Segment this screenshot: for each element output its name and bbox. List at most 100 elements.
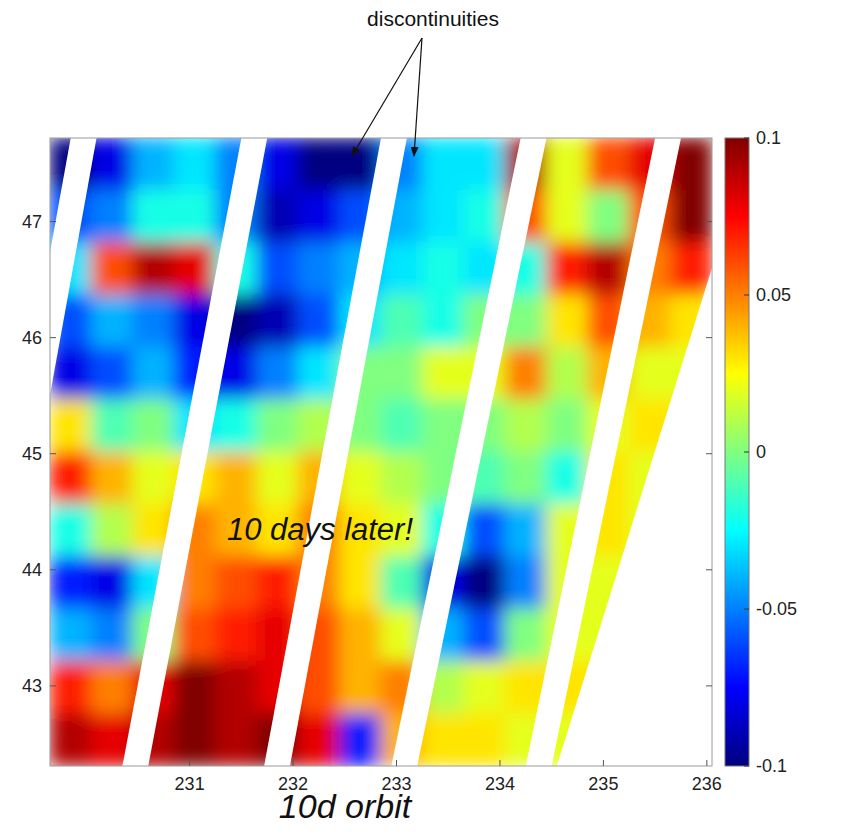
cell bbox=[339, 609, 381, 662]
cell bbox=[215, 609, 257, 662]
annotation-arrow bbox=[352, 38, 422, 156]
y-tick bbox=[706, 685, 712, 686]
cell bbox=[505, 556, 547, 609]
cell bbox=[505, 347, 547, 400]
y-tick bbox=[50, 453, 56, 454]
cells bbox=[50, 138, 712, 766]
cell bbox=[298, 242, 340, 295]
x-tick-label: 236 bbox=[692, 774, 722, 794]
annotation-arrow bbox=[414, 38, 422, 156]
cell bbox=[50, 713, 92, 766]
cell bbox=[91, 138, 133, 191]
cell bbox=[174, 138, 216, 191]
cell bbox=[670, 451, 712, 504]
cell bbox=[381, 347, 423, 400]
cell bbox=[629, 556, 671, 609]
cell bbox=[463, 661, 505, 714]
y-tick bbox=[50, 569, 56, 570]
cell bbox=[670, 294, 712, 347]
y-tick bbox=[706, 221, 712, 222]
cell bbox=[298, 713, 340, 766]
cell bbox=[422, 347, 464, 400]
swath-gap bbox=[264, 138, 407, 766]
x-tick bbox=[603, 760, 604, 766]
cell bbox=[174, 242, 216, 295]
cell bbox=[505, 399, 547, 452]
cell bbox=[587, 661, 629, 714]
cell bbox=[587, 190, 629, 243]
cell bbox=[339, 713, 381, 766]
cell bbox=[381, 451, 423, 504]
cell bbox=[381, 556, 423, 609]
cell bbox=[463, 713, 505, 766]
cell bbox=[546, 347, 588, 400]
cell bbox=[132, 399, 174, 452]
cell bbox=[670, 190, 712, 243]
cell bbox=[215, 399, 257, 452]
colorbar-tick bbox=[744, 138, 749, 139]
cell bbox=[50, 661, 92, 714]
cell bbox=[670, 242, 712, 295]
cell bbox=[670, 347, 712, 400]
x-tick-label: 231 bbox=[175, 774, 205, 794]
cell bbox=[50, 451, 92, 504]
cell bbox=[505, 451, 547, 504]
cell bbox=[174, 190, 216, 243]
cell bbox=[91, 661, 133, 714]
cell bbox=[587, 713, 629, 766]
cell bbox=[91, 347, 133, 400]
y-tick bbox=[706, 453, 712, 454]
annotation: 10 days later! bbox=[227, 512, 413, 547]
cell bbox=[91, 190, 133, 243]
cell bbox=[670, 661, 712, 714]
colorbar-tick-label: -0.1 bbox=[756, 756, 787, 776]
cell bbox=[298, 138, 340, 191]
cell bbox=[215, 451, 257, 504]
y-tick bbox=[50, 685, 56, 686]
cell bbox=[215, 661, 257, 714]
cell bbox=[256, 399, 298, 452]
colorbar-tick bbox=[744, 609, 749, 610]
cell bbox=[422, 190, 464, 243]
x-tick-label: 234 bbox=[485, 774, 515, 794]
cell bbox=[91, 399, 133, 452]
y-tick-label: 46 bbox=[22, 328, 42, 348]
colorbar-tick bbox=[744, 766, 749, 767]
plot-area bbox=[0, 137, 713, 766]
cell bbox=[629, 713, 671, 766]
cell bbox=[670, 609, 712, 662]
y-tick bbox=[706, 337, 712, 338]
cell bbox=[505, 504, 547, 557]
cell bbox=[132, 294, 174, 347]
cell bbox=[256, 294, 298, 347]
cell bbox=[215, 713, 257, 766]
cell bbox=[50, 556, 92, 609]
cell bbox=[629, 661, 671, 714]
colorbar-tick-label: 0.05 bbox=[756, 285, 791, 305]
swath-gap bbox=[391, 138, 546, 766]
swath-gap bbox=[526, 138, 681, 766]
cell bbox=[132, 190, 174, 243]
y-tick-label: 43 bbox=[22, 676, 42, 696]
cell bbox=[546, 399, 588, 452]
cell bbox=[463, 138, 505, 191]
cell bbox=[174, 661, 216, 714]
cell bbox=[422, 242, 464, 295]
cell bbox=[381, 399, 423, 452]
cell bbox=[422, 138, 464, 191]
swath-gap bbox=[122, 138, 267, 766]
cell bbox=[50, 609, 92, 662]
cell bbox=[546, 138, 588, 191]
cell bbox=[256, 556, 298, 609]
x-tick bbox=[396, 760, 397, 766]
cell bbox=[132, 138, 174, 191]
cell bbox=[339, 556, 381, 609]
cell bbox=[91, 609, 133, 662]
cell bbox=[463, 556, 505, 609]
colorbar-tick bbox=[744, 452, 749, 453]
y-tick bbox=[706, 569, 712, 570]
cell bbox=[546, 190, 588, 243]
figure: 2312322332342352364344454647-0.1-0.0500.… bbox=[0, 0, 858, 840]
colorbar-tick bbox=[744, 295, 749, 296]
cell bbox=[587, 242, 629, 295]
